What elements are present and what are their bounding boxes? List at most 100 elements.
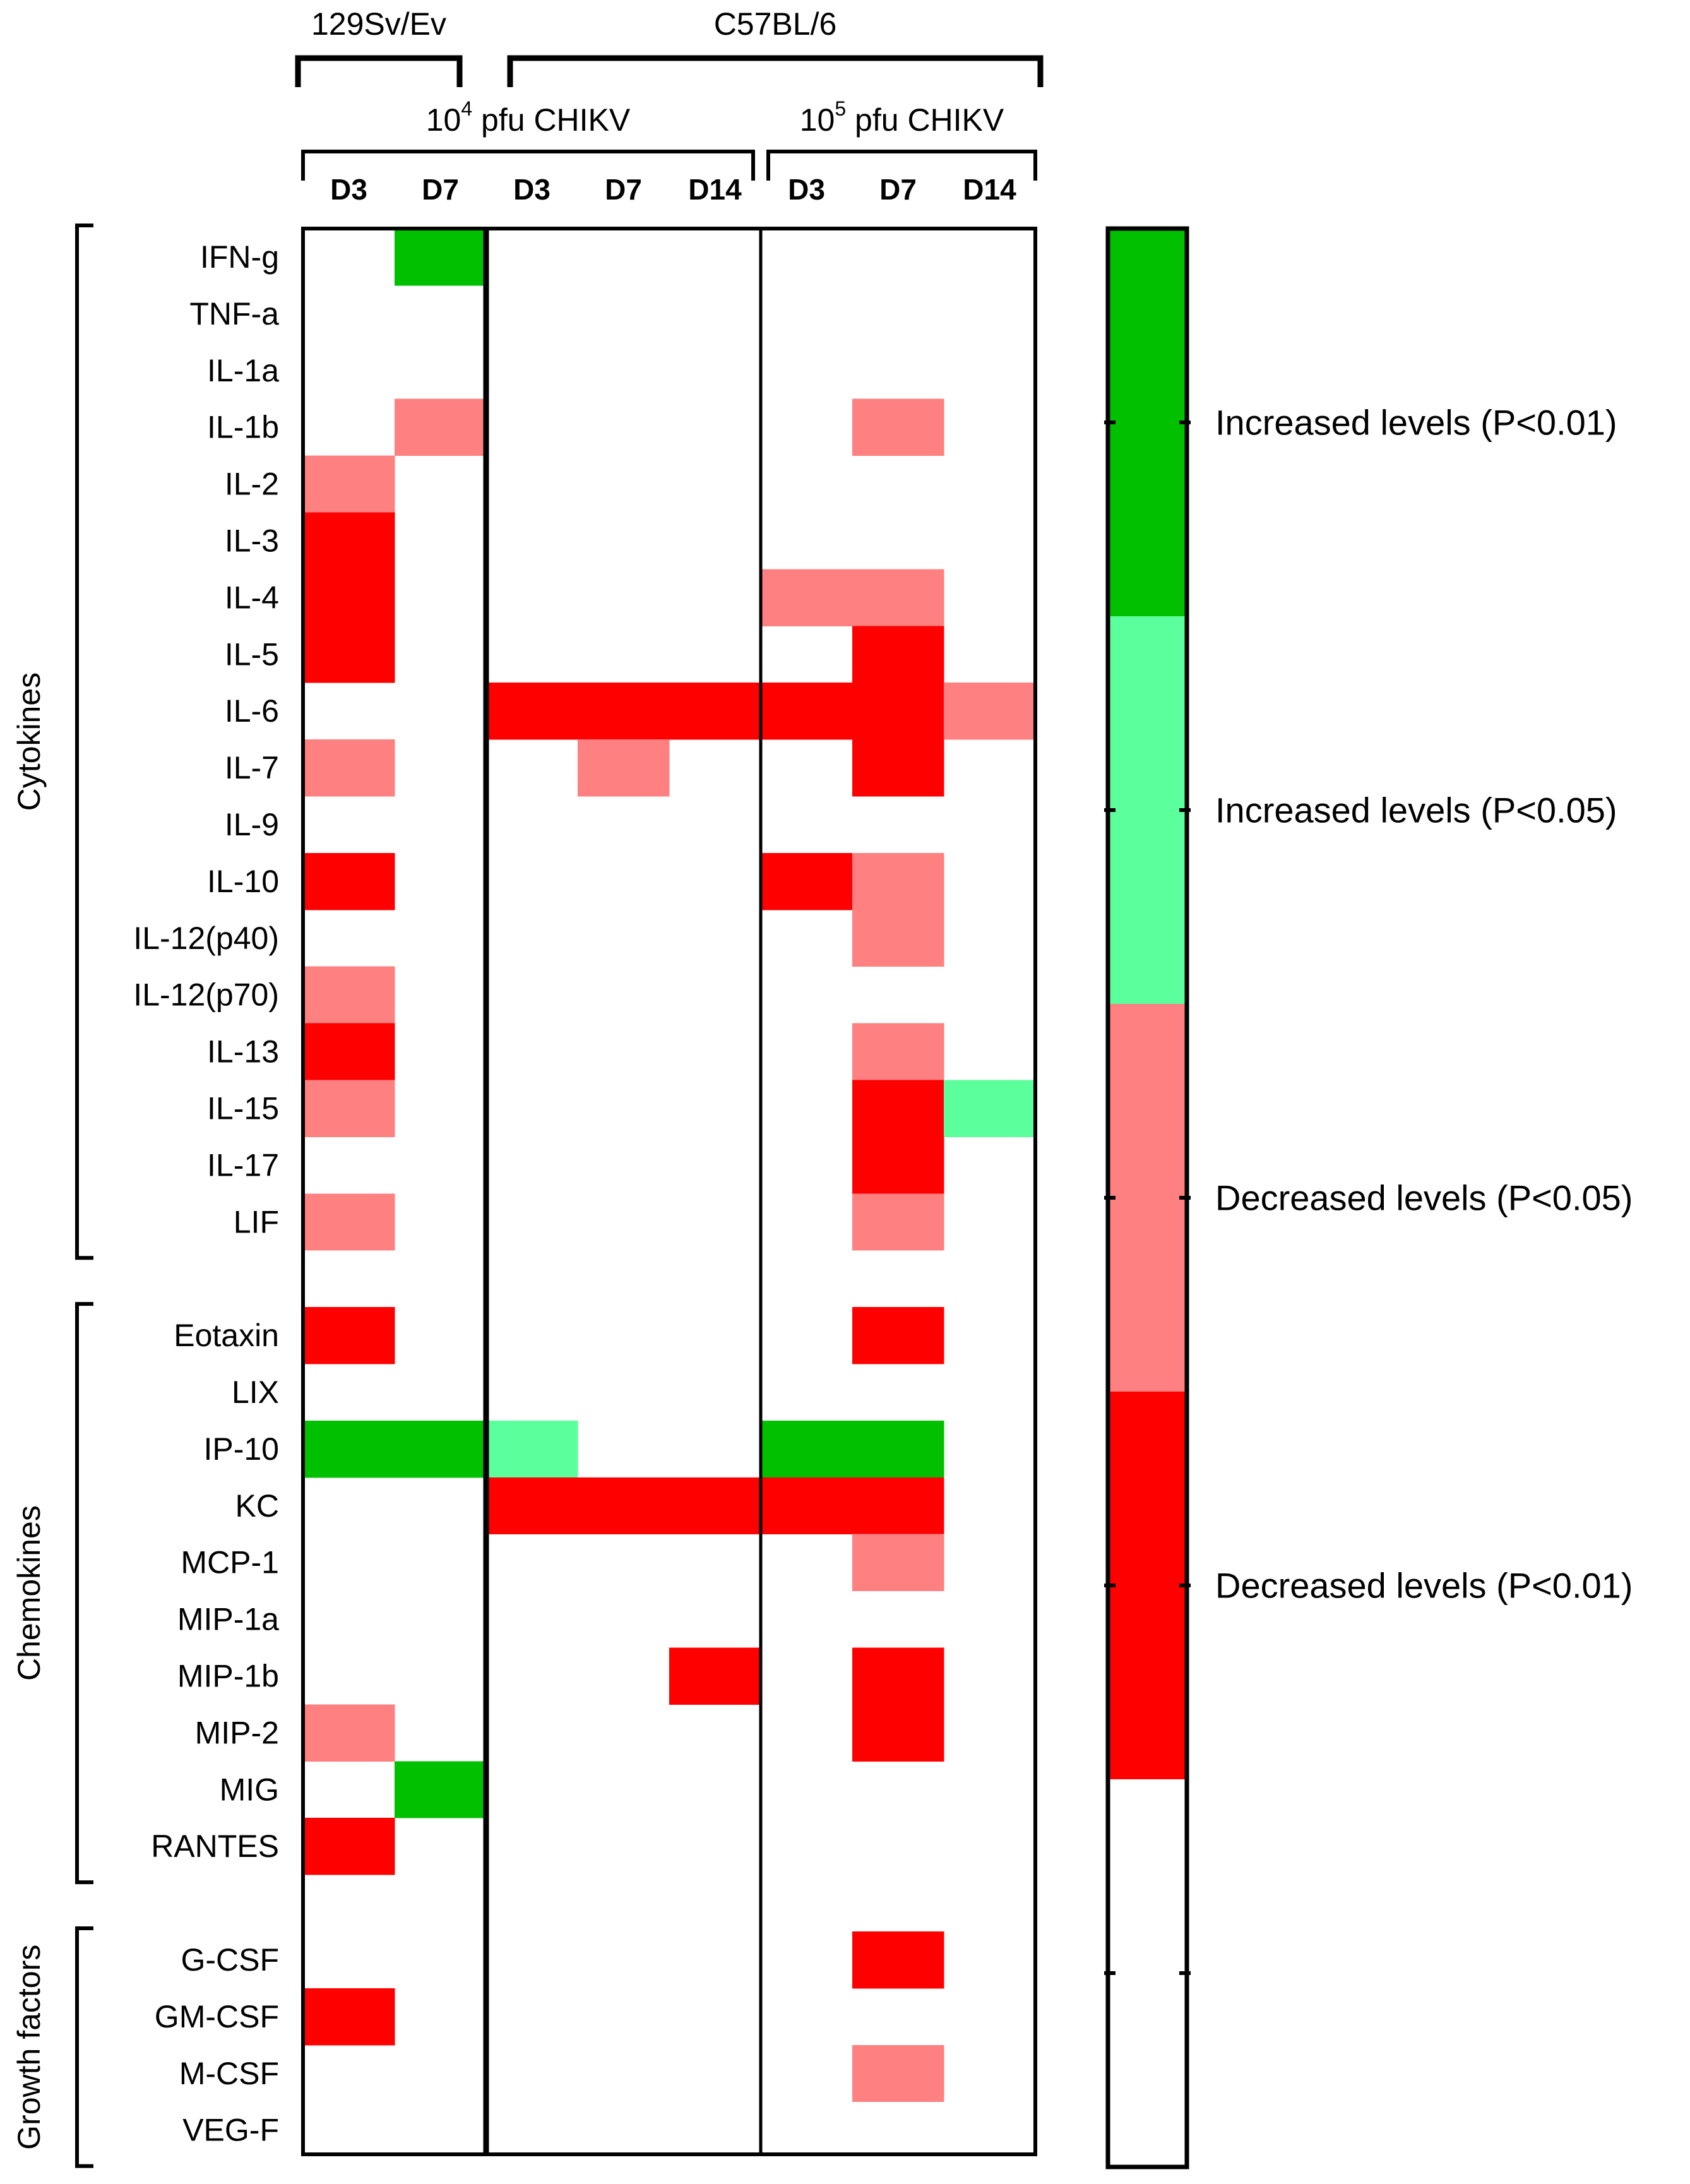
strain-label-1: 129Sv/Ev — [311, 6, 446, 42]
heatmap-cell-kc-col6 — [761, 1477, 853, 1535]
group-label-cytokines: Cytokines — [11, 672, 47, 811]
heatmap-cell-il-1b-col2 — [395, 398, 487, 456]
row-label-gm-csf: GM-CSF — [155, 1999, 279, 2034]
row-label-il-9: IL-9 — [225, 807, 279, 842]
column-header-2: D7 — [422, 173, 459, 206]
row-label-il-1b: IL-1b — [207, 410, 279, 445]
heatmap-cell-mip-1b-col5 — [669, 1647, 761, 1705]
legend-swatch-3 — [1108, 1004, 1187, 1392]
row-label-il-4: IL-4 — [225, 580, 279, 615]
row-label-mip-1a: MIP-1a — [177, 1602, 279, 1637]
heatmap-cell-il-10-col7 — [852, 852, 944, 910]
heatmap-cell-il-6-col4 — [578, 683, 670, 740]
heatmap-cell-rantes-col1 — [303, 1818, 395, 1875]
legend-swatch-4 — [1108, 1392, 1187, 1779]
row-label-veg-f: VEG-F — [182, 2113, 279, 2148]
dose-label-2: 105 pfu CHIKV — [800, 97, 1004, 138]
column-header-6: D3 — [788, 173, 825, 206]
heatmap-cell-ifn-g-col2 — [395, 229, 487, 286]
heatmap-cell-il-12-p40--col7 — [852, 909, 944, 967]
legend-label-4: Decreased levels (P<0.01) — [1215, 1566, 1633, 1606]
row-label-g-csf: G-CSF — [181, 1942, 279, 1978]
column-header-5: D14 — [688, 173, 742, 206]
heatmap-cell-il-7-col4 — [578, 739, 670, 797]
row-label-il-12-p40-: IL-12(p40) — [133, 921, 279, 956]
row-label-il-15: IL-15 — [207, 1090, 279, 1126]
heatmap-cell-kc-col7 — [852, 1477, 944, 1535]
heatmap-cell-il-13-col1 — [303, 1023, 395, 1080]
heatmap-cell-ip-10-col6 — [761, 1420, 853, 1478]
row-label-rantes: RANTES — [151, 1829, 279, 1864]
row-label-il-5: IL-5 — [225, 636, 279, 672]
heatmap-cell-mcp-1-col7 — [852, 1534, 944, 1592]
dose-exponent-1: 4 — [461, 97, 472, 120]
column-header-8: D14 — [963, 173, 1016, 206]
heatmap-cell-kc-col3 — [486, 1477, 578, 1535]
heatmap-cell-il-2-col1 — [303, 455, 395, 513]
row-label-tnf-a: TNF-a — [189, 296, 279, 331]
heatmap-cell-il-6-col7 — [852, 683, 944, 740]
heatmap-cell-ip-10-col3 — [486, 1420, 578, 1478]
heatmap-cell-lif-col1 — [303, 1193, 395, 1251]
row-label-il-12-p70-: IL-12(p70) — [133, 977, 279, 1013]
heatmap-cell-il-5-col1 — [303, 626, 395, 683]
column-header-7: D7 — [879, 173, 917, 206]
legend-swatch-1 — [1108, 229, 1187, 616]
row-label-il-3: IL-3 — [225, 523, 279, 558]
legend-label-3: Decreased levels (P<0.05) — [1215, 1178, 1633, 1218]
row-label-mip-2: MIP-2 — [195, 1715, 279, 1750]
row-label-eotaxin: Eotaxin — [174, 1318, 279, 1353]
column-header-3: D3 — [513, 173, 550, 206]
heatmap-cell-il-15-col8 — [944, 1080, 1036, 1137]
row-label-ifn-g: IFN-g — [200, 239, 279, 275]
heatmap-cell-mip-1b-col7 — [852, 1647, 944, 1705]
dose-bracket-1 — [301, 150, 755, 181]
legend-swatch-2 — [1108, 616, 1187, 1004]
strain-label-2: C57BL/6 — [714, 6, 837, 42]
heatmap-frame — [301, 227, 1037, 2156]
row-label-mig: MIG — [220, 1772, 279, 1807]
heatmap-cell-il-10-col1 — [303, 852, 395, 910]
heatmap-cell-il-5-col7 — [852, 626, 944, 683]
row-label-m-csf: M-CSF — [179, 2056, 279, 2091]
heatmap-cell-kc-col4 — [578, 1477, 670, 1535]
row-label-il-7: IL-7 — [225, 750, 279, 785]
strain-bracket-2 — [507, 55, 1044, 87]
legend-label-2: Increased levels (P<0.05) — [1215, 791, 1617, 830]
dose-exponent-2: 5 — [835, 97, 846, 120]
row-label-ip-10: IP-10 — [203, 1431, 279, 1467]
heatmap-cell-ip-10-col1 — [303, 1420, 395, 1478]
row-label-il-10: IL-10 — [207, 864, 279, 899]
heatmap-cell-il-7-col1 — [303, 739, 395, 797]
dose-base-2: 10 — [800, 102, 835, 138]
row-label-il-2: IL-2 — [225, 467, 279, 502]
dose-unit-1: pfu CHIKV — [472, 102, 631, 138]
dose-unit-2: pfu CHIKV — [846, 102, 1004, 138]
heatmap-cell-il-6-col5 — [669, 683, 761, 740]
heatmap-cell-il-12-p70--col1 — [303, 966, 395, 1024]
heatmap-cell-mip-2-col1 — [303, 1704, 395, 1762]
row-label-lif: LIF — [234, 1204, 279, 1239]
row-label-il-1a: IL-1a — [207, 353, 279, 388]
heatmap-cell-gm-csf-col1 — [303, 1988, 395, 2046]
legend-label-1: Increased levels (P<0.01) — [1215, 403, 1617, 443]
heatmap-cell-il-7-col7 — [852, 739, 944, 797]
heatmap-cell-il-4-col7 — [852, 569, 944, 626]
heatmap-cell-ip-10-col2 — [395, 1420, 487, 1478]
heatmap-cell-m-csf-col7 — [852, 2044, 944, 2103]
row-label-mip-1b: MIP-1b — [177, 1658, 279, 1693]
row-label-il-17: IL-17 — [207, 1147, 279, 1183]
group-label-growth-factors: Growth factors — [11, 1945, 47, 2150]
heatmap-cell-mig-col2 — [395, 1761, 487, 1818]
heatmap-cell-il-15-col7 — [852, 1080, 944, 1137]
dose-bracket-2 — [766, 150, 1037, 181]
dose-base-1: 10 — [426, 102, 461, 138]
strain-bracket-1 — [295, 55, 463, 87]
heatmap-cell-lif-col7 — [852, 1193, 944, 1251]
heatmap-cell-il-10-col6 — [761, 852, 853, 910]
heatmap-cell-il-15-col1 — [303, 1080, 395, 1137]
legend-frame — [1105, 226, 1189, 2169]
row-label-kc: KC — [235, 1488, 279, 1524]
